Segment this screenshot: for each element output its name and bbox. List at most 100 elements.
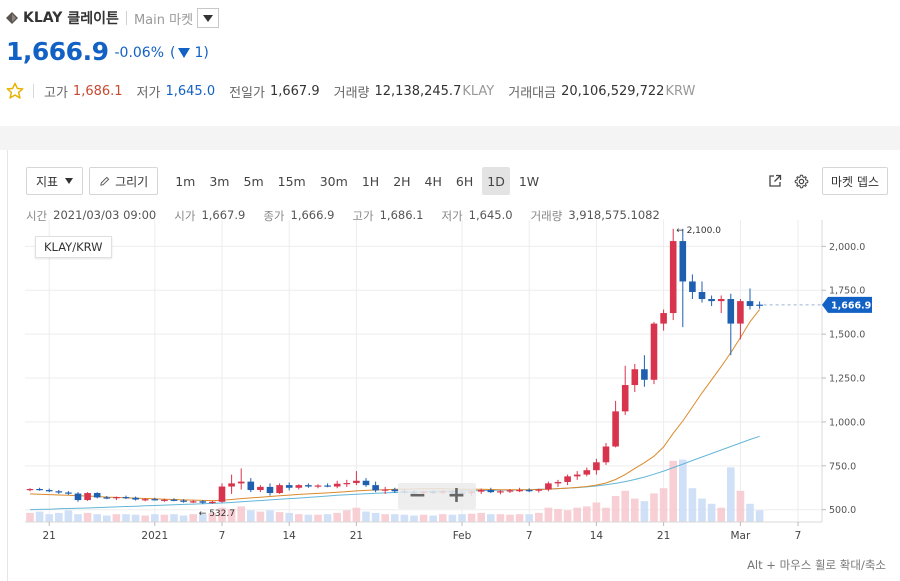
candle-down <box>525 488 533 493</box>
volume-bar <box>439 514 447 522</box>
volume-bar <box>410 515 418 522</box>
pencil-icon <box>100 176 110 186</box>
popout-button[interactable] <box>764 170 786 192</box>
candle-body <box>641 369 648 380</box>
volume-bar <box>659 488 668 522</box>
candle-body <box>266 486 274 494</box>
candle-body <box>170 499 178 501</box>
candle-body <box>305 485 312 487</box>
moving-average-long-line <box>29 309 760 502</box>
y-tick-label: 1,750.0 <box>829 286 865 297</box>
candle-body <box>161 499 168 501</box>
candle-up <box>516 487 523 493</box>
candles <box>26 228 763 505</box>
interval-1m[interactable]: 1m <box>175 173 196 189</box>
candle-body <box>122 497 130 499</box>
candle-down <box>103 496 111 500</box>
divider <box>125 11 127 25</box>
candle-up <box>228 474 235 494</box>
down-arrow-icon <box>178 48 191 58</box>
candle-up <box>26 488 34 492</box>
candle-up <box>573 471 581 480</box>
candle-up <box>84 492 91 501</box>
interval-2h[interactable]: 2H <box>393 173 411 189</box>
zoom-in-button[interactable]: + <box>447 483 466 508</box>
volume-bar <box>400 514 409 522</box>
candle-down <box>305 483 312 488</box>
market-dropdown-button[interactable] <box>197 8 220 28</box>
candle-down <box>65 491 72 495</box>
candle-up <box>602 442 610 465</box>
coin-symbol: KLAY <box>23 10 63 26</box>
volume-bar <box>448 514 457 522</box>
stat-label-high: 고가 <box>44 85 68 101</box>
ohlc-close-value: 1,666.9 <box>290 208 335 222</box>
volume-bar <box>55 512 63 522</box>
candle-body <box>333 483 341 487</box>
interval-15m[interactable]: 15m <box>277 173 306 189</box>
interval-5m[interactable]: 5m <box>243 173 264 189</box>
interval-30m[interactable]: 30m <box>319 173 348 189</box>
candle-down <box>122 495 130 500</box>
y-tick-label: 750.0 <box>829 461 856 472</box>
draw-button[interactable]: 그리기 <box>89 167 159 195</box>
candle-up <box>650 321 658 385</box>
candle-body <box>65 492 72 494</box>
candle-down <box>698 281 706 303</box>
volume-bar <box>199 514 207 522</box>
interval-4h[interactable]: 4H <box>424 173 442 189</box>
interval-1w[interactable]: 1W <box>518 173 540 189</box>
candle-up <box>583 467 591 477</box>
candle-up <box>477 488 485 494</box>
volume-bar <box>525 514 533 522</box>
x-tick-label: 7 <box>795 530 802 542</box>
candle-body <box>26 488 34 491</box>
price-chart[interactable]: ← 2,100.0 ← 532.7 500.0 750.0 1,000.0 1,250.0… <box>8 220 900 581</box>
interval-3m[interactable]: 3m <box>209 173 230 189</box>
interval-1h[interactable]: 1H <box>361 173 380 189</box>
volume-bar <box>285 512 293 522</box>
volume-bar <box>170 514 178 522</box>
candle-body <box>737 301 744 324</box>
candle-body <box>545 483 552 490</box>
volume-bar <box>496 514 505 522</box>
x-tick-label: 21 <box>350 530 363 542</box>
volume-bar <box>458 514 466 522</box>
ohlc-high-label: 고가 <box>352 209 374 223</box>
volume-bar <box>611 496 620 522</box>
candle-body <box>746 301 754 307</box>
indicator-button[interactable]: 지표 <box>26 167 84 195</box>
candle-body <box>199 501 207 503</box>
volume-bar <box>103 515 111 522</box>
chart-settings-button[interactable] <box>790 170 812 192</box>
candle-body <box>602 446 610 463</box>
candle-body <box>497 491 504 493</box>
candle-up <box>343 479 351 487</box>
volume-bar <box>535 512 543 522</box>
volume-bar <box>131 514 140 522</box>
interval-6h[interactable]: 6H <box>455 173 474 189</box>
volume-bar <box>266 510 274 522</box>
volume-bar <box>275 512 284 522</box>
x-tick-label: 14 <box>590 530 604 542</box>
candle-body <box>295 485 303 488</box>
volume-bars <box>26 459 764 522</box>
candle-body <box>276 485 283 494</box>
candle-body <box>314 485 322 487</box>
candle-body <box>180 500 187 502</box>
favorite-star-icon[interactable] <box>6 82 24 100</box>
candle-down <box>689 274 696 300</box>
ohlc-readout: 시간 2021/03/03 09:00 시가 1,667.9 종가 1,666.… <box>26 208 678 224</box>
market-depth-button[interactable]: 마켓 뎁스 <box>822 167 888 195</box>
last-price-label: 1,666.9 <box>831 300 871 311</box>
interval-1d[interactable]: 1D <box>482 167 510 195</box>
candle-down <box>641 355 648 387</box>
candle-up <box>353 471 360 486</box>
ohlc-time-value: 2021/03/03 09:00 <box>53 208 157 222</box>
zoom-out-button[interactable]: − <box>408 483 427 508</box>
candle-body <box>36 488 43 491</box>
volume-bar <box>583 506 591 522</box>
candle-down <box>266 483 274 496</box>
candle-body <box>228 483 235 487</box>
candle-up <box>554 479 562 487</box>
